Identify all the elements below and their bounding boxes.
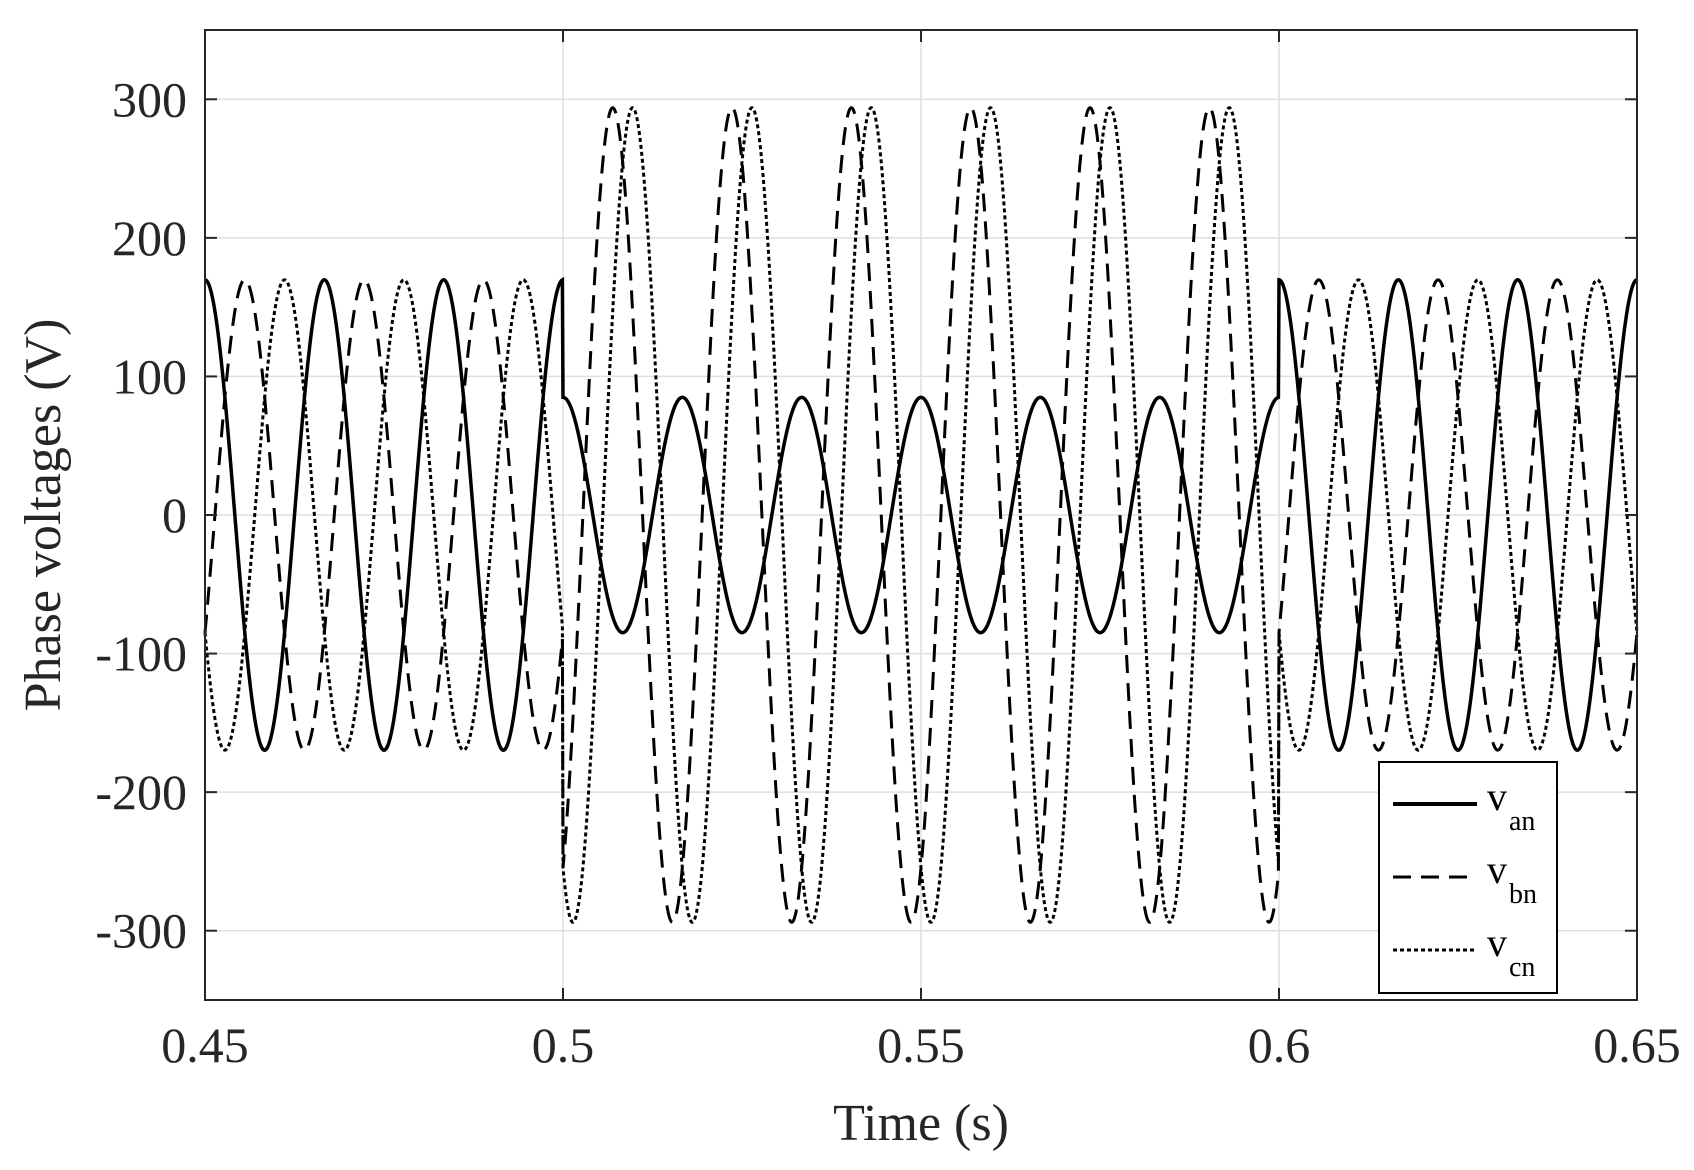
- y-tick-label: -200: [95, 764, 187, 820]
- x-tick-label: 0.6: [1248, 1017, 1311, 1073]
- series-line-an: [204, 276, 1638, 752]
- x-tick-label: 0.55: [877, 1017, 965, 1073]
- y-tick-label: 100: [112, 348, 187, 404]
- y-tick-label: -100: [95, 626, 187, 682]
- series-line-cn: [203, 106, 1639, 924]
- y-tick-label: 0: [162, 487, 187, 543]
- y-tick-label: -300: [95, 903, 187, 959]
- y-tick-label: 200: [112, 210, 187, 266]
- x-tick-label: 0.45: [161, 1017, 249, 1073]
- x-tick-label: 0.5: [532, 1017, 595, 1073]
- axis-ticks: 0.45 0.5 0.55 0.6 0.65 300 200 100 0 -100 -200 -300: [95, 30, 1681, 1073]
- x-tick-label: 0.65: [1593, 1017, 1681, 1073]
- y-tick-label: 300: [112, 71, 187, 127]
- y-axis-label: Phase voltages (V): [15, 319, 72, 712]
- series-group: [203, 106, 1639, 924]
- x-axis-label: Time (s): [833, 1095, 1009, 1152]
